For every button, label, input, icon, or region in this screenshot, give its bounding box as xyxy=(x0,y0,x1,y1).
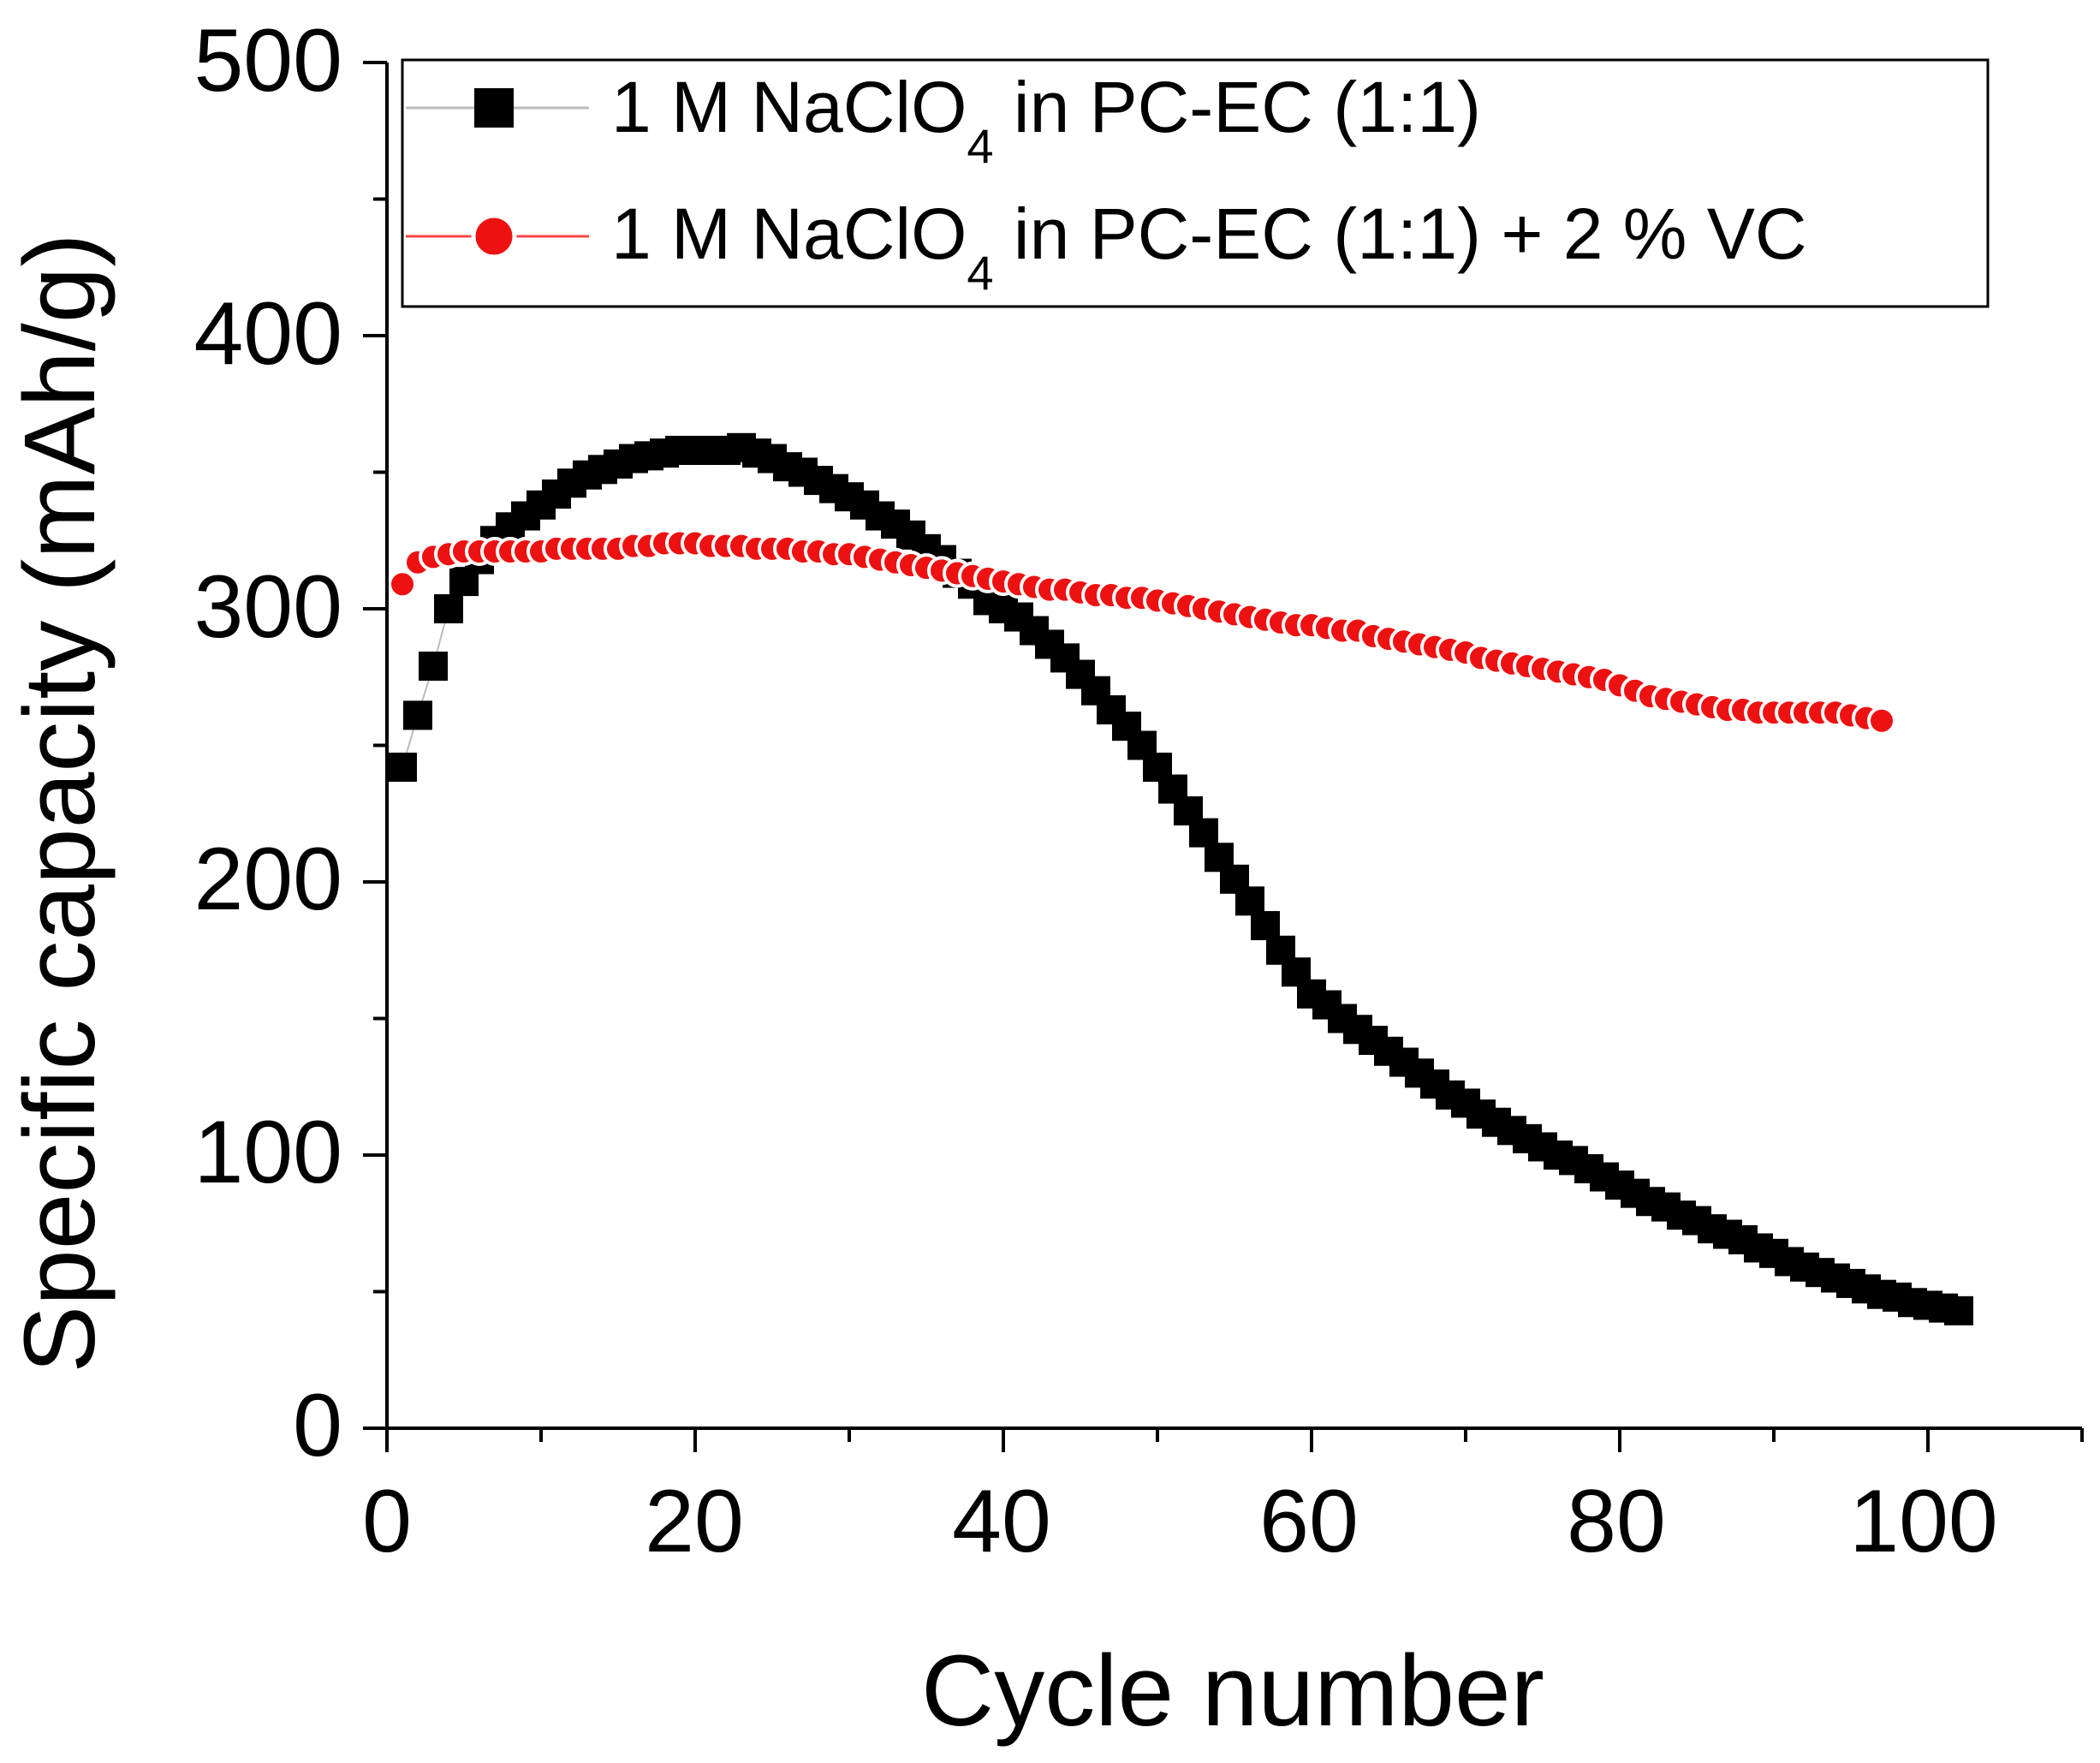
series-2 xyxy=(388,528,1896,736)
data-point-square xyxy=(419,651,448,681)
legend-box xyxy=(401,58,1990,308)
x-tick-label: 20 xyxy=(645,1472,744,1571)
y-tick-label: 100 xyxy=(193,1103,342,1202)
y-axis-title: Specific capacity (mAh/g) xyxy=(3,233,116,1373)
data-point-square xyxy=(1235,886,1264,916)
data-point-square xyxy=(388,753,417,783)
y-tick-label: 500 xyxy=(193,11,342,110)
legend-marker-square xyxy=(474,88,514,128)
y-tick-label: 200 xyxy=(193,830,342,929)
y-tick-label: 400 xyxy=(193,284,342,384)
x-tick-label: 60 xyxy=(1259,1472,1359,1571)
data-point-square xyxy=(1251,911,1280,941)
x-tick-label: 0 xyxy=(362,1472,412,1571)
legend-label-series-1: 1 M NaClO4 in PC-EC (1:1) xyxy=(611,67,1481,173)
x-axis-title: Cycle number xyxy=(921,1635,1544,1748)
series-layer xyxy=(388,432,1973,1325)
x-tick-label: 80 xyxy=(1567,1472,1666,1571)
data-point-square xyxy=(1944,1295,1973,1325)
legend-marker-circle xyxy=(471,213,517,259)
y-tick-labels: 0 100 200 300 400 500 xyxy=(193,11,342,1475)
y-tick-label: 300 xyxy=(193,557,342,657)
x-tick-labels: 0 20 40 60 80 100 xyxy=(362,1472,1998,1571)
legend-label-series-2: 1 M NaClO4 in PC-EC (1:1) + 2 % VC xyxy=(611,194,1807,300)
data-point-circle xyxy=(1867,706,1896,736)
data-point-circle xyxy=(388,569,417,599)
x-tick-label: 40 xyxy=(952,1472,1051,1571)
x-tick-label: 100 xyxy=(1849,1472,1998,1571)
y-tick-label: 0 xyxy=(293,1376,342,1475)
data-point-square xyxy=(403,700,432,730)
data-point-square xyxy=(434,594,463,623)
legend: 1 M NaClO4 in PC-EC (1:1) 1 M NaClO4 in … xyxy=(401,58,1990,308)
axes xyxy=(363,61,2084,1452)
data-point-square xyxy=(1189,818,1218,848)
